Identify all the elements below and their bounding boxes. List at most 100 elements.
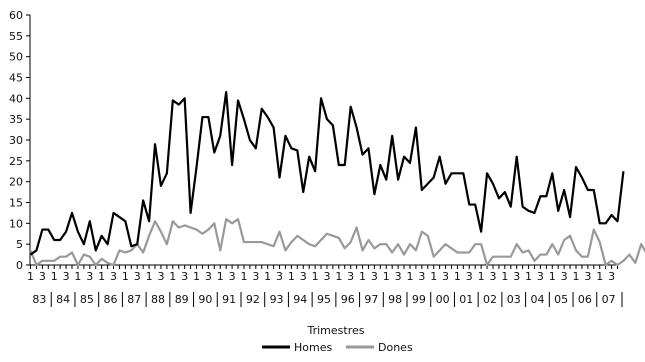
series-line-dones	[31, 219, 645, 265]
x-tick-label: 1	[51, 270, 58, 283]
year-label: 97	[364, 293, 378, 306]
legend-item-homes: Homes	[262, 341, 332, 354]
x-tick-label: 1	[169, 270, 176, 283]
year-label: 91	[222, 293, 236, 306]
x-tick-label: 3	[39, 270, 46, 283]
x-tick-label: 1	[572, 270, 579, 283]
year-label: 88	[151, 293, 165, 306]
x-tick-label: 1	[217, 270, 224, 283]
y-tick-label: 25	[9, 155, 23, 168]
y-tick-label: 55	[9, 30, 23, 43]
year-label: 99	[412, 293, 426, 306]
y-tick-label: 10	[9, 217, 23, 230]
year-label: 98	[388, 293, 402, 306]
y-tick-label: 5	[16, 238, 23, 251]
x-tick-label: 3	[276, 270, 283, 283]
x-tick-label: 3	[181, 270, 188, 283]
year-label: 03	[507, 293, 521, 306]
x-tick-label: 3	[489, 270, 496, 283]
y-axis: 0 5 10 15 20 25 30 35 40 45 50 55 60	[9, 9, 30, 272]
series-layer	[31, 92, 645, 265]
x-tick-label: 1	[430, 270, 437, 283]
x-tick-label: 3	[537, 270, 544, 283]
x-tick-label: 1	[312, 270, 319, 283]
year-label: 85	[80, 293, 94, 306]
year-label: 87	[127, 293, 141, 306]
legend-item-dones: Dones	[346, 341, 413, 354]
year-label: 07	[602, 293, 616, 306]
y-tick-label: 15	[9, 197, 23, 210]
y-tick-label: 50	[9, 51, 23, 64]
legend: Homes Dones	[262, 341, 413, 354]
x-tick-label: 1	[359, 270, 366, 283]
x-tick-label: 3	[157, 270, 164, 283]
y-tick-label: 40	[9, 92, 23, 105]
x-tick-label: 3	[418, 270, 425, 283]
year-label: 04	[530, 293, 544, 306]
x-tick-label: 3	[513, 270, 520, 283]
x-tick-label: 3	[229, 270, 236, 283]
y-tick-label: 0	[16, 259, 23, 272]
year-label: 90	[198, 293, 212, 306]
y-tick-label: 35	[9, 113, 23, 126]
x-tick-label: 1	[525, 270, 532, 283]
x-tick-label: 3	[300, 270, 307, 283]
year-label: 95	[317, 293, 331, 306]
x-tick-label: 1	[74, 270, 81, 283]
year-label: 96	[341, 293, 355, 306]
year-label: 01	[459, 293, 473, 306]
x-tick-label: 3	[252, 270, 259, 283]
x-tick-label: 1	[27, 270, 34, 283]
year-label: 94	[293, 293, 307, 306]
x-tick-label: 3	[347, 270, 354, 283]
x-tick-label: 1	[501, 270, 508, 283]
x-axis-title: Trimestres	[307, 324, 365, 337]
x-tick-label: 1	[288, 270, 295, 283]
year-label: 86	[104, 293, 118, 306]
x-tick-label: 3	[110, 270, 117, 283]
x-tick-label: 1	[383, 270, 390, 283]
x-tick-label: 1	[549, 270, 556, 283]
y-tick-label: 20	[9, 176, 23, 189]
x-tick-label: 3	[205, 270, 212, 283]
legend-label: Dones	[378, 341, 413, 354]
x-tick-label: 1	[454, 270, 461, 283]
x-tick-label: 3	[466, 270, 473, 283]
x-tick-label: 3	[584, 270, 591, 283]
year-label: 00	[436, 293, 450, 306]
x-tick-label: 1	[406, 270, 413, 283]
year-label: 89	[175, 293, 189, 306]
x-tick-label: 3	[63, 270, 70, 283]
x-tick-label: 1	[335, 270, 342, 283]
x-tick-label: 1	[98, 270, 105, 283]
year-label: 05	[554, 293, 568, 306]
x-tick-label: 1	[264, 270, 271, 283]
x-tick-label: 3	[608, 270, 615, 283]
x-tick-label: 1	[596, 270, 603, 283]
x-tick-label: 3	[134, 270, 141, 283]
year-label: 83	[32, 293, 46, 306]
x-tick-label: 3	[371, 270, 378, 283]
series-line-homes	[31, 92, 624, 255]
legend-label: Homes	[294, 341, 332, 354]
year-label: 93	[270, 293, 284, 306]
x-tick-label: 3	[323, 270, 330, 283]
x-tick-label: 1	[193, 270, 200, 283]
year-label: 84	[56, 293, 70, 306]
y-tick-label: 60	[9, 9, 23, 22]
x-tick-label: 3	[561, 270, 568, 283]
y-tick-label: 45	[9, 72, 23, 85]
x-tick-label: 3	[86, 270, 93, 283]
x-tick-label: 1	[240, 270, 247, 283]
x-tick-label: 1	[122, 270, 129, 283]
x-tick-label: 3	[395, 270, 402, 283]
year-label: 02	[483, 293, 497, 306]
year-label: 92	[246, 293, 260, 306]
x-tick-label: 3	[442, 270, 449, 283]
y-tick-label: 30	[9, 134, 23, 147]
x-tick-label: 1	[478, 270, 485, 283]
year-label: 06	[578, 293, 592, 306]
